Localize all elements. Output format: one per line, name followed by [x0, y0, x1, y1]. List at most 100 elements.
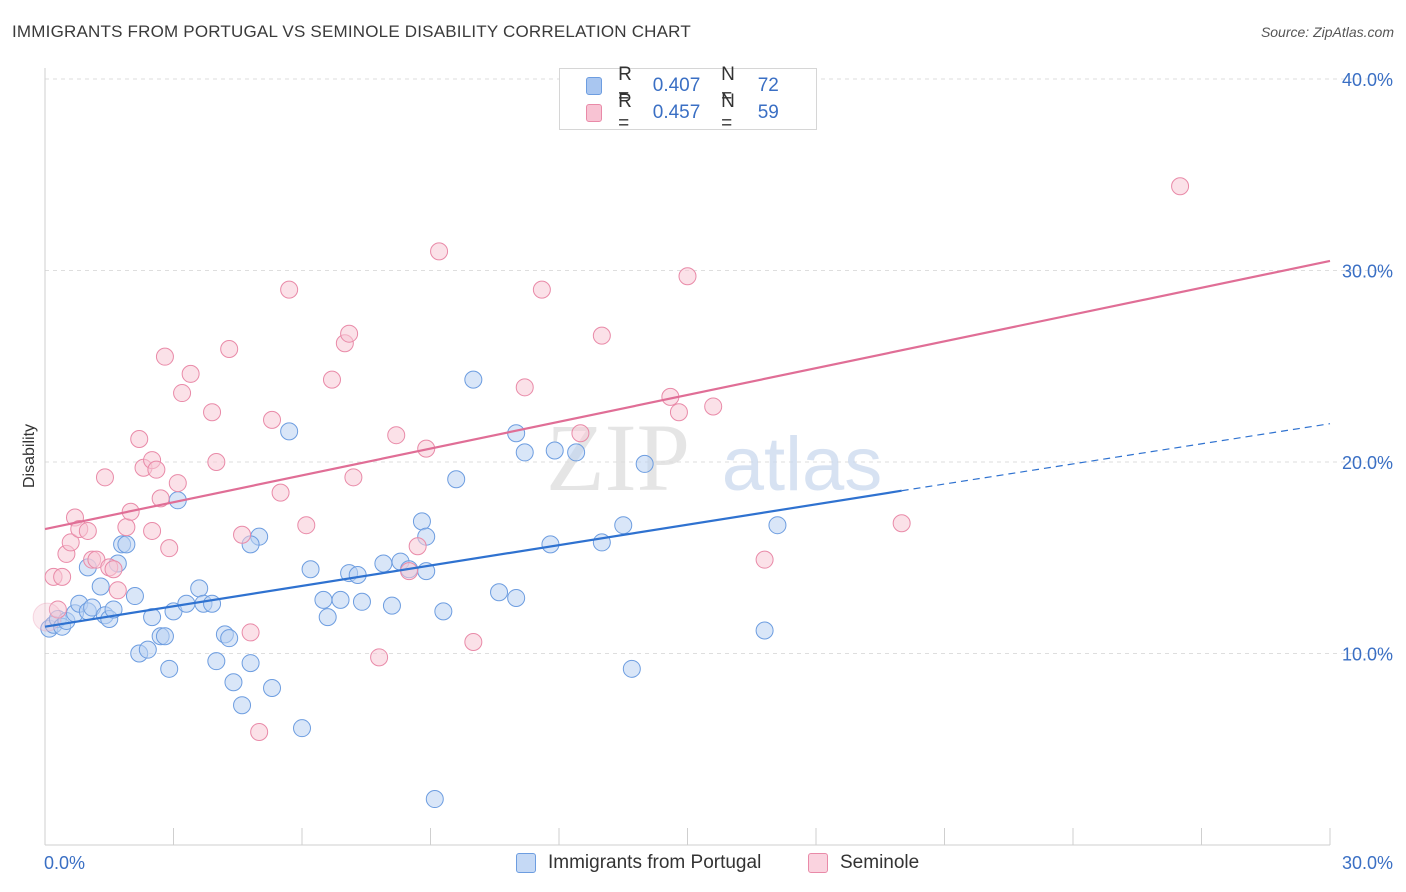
legend-n-value: 72: [757, 75, 779, 96]
point-seminole: [53, 567, 72, 586]
point-seminole: [515, 378, 534, 397]
point-portugal: [464, 370, 483, 389]
bottom-legend-portugal: Immigrants from Portugal: [516, 852, 761, 874]
point-seminole: [322, 370, 341, 389]
point-portugal: [755, 621, 774, 640]
point-seminole: [250, 723, 269, 742]
point-portugal: [447, 470, 466, 489]
point-portugal: [515, 443, 534, 462]
point-portugal: [138, 640, 157, 659]
point-portugal: [425, 790, 444, 809]
point-portugal: [434, 602, 453, 621]
point-seminole: [340, 324, 359, 343]
y-axis-label: Disability: [21, 424, 38, 488]
point-portugal: [233, 696, 252, 715]
point-seminole: [143, 521, 162, 540]
point-seminole: [78, 521, 97, 540]
trend-lines: [44, 259, 1331, 628]
point-portugal: [263, 678, 282, 697]
bottom-legend-swatch-seminole: [808, 853, 828, 873]
point-portugal: [567, 443, 586, 462]
point-portugal: [382, 596, 401, 615]
data-points: [32, 177, 1190, 809]
watermark-atlas: atlas: [722, 422, 883, 507]
point-seminole: [892, 514, 911, 533]
point-portugal: [160, 659, 179, 678]
axes: [44, 68, 1331, 846]
point-seminole: [400, 562, 419, 581]
y-tick-label: 20.0%: [1342, 453, 1393, 473]
point-seminole: [297, 516, 316, 535]
point-seminole: [61, 533, 80, 552]
point-seminole: [155, 347, 174, 366]
bottom-legend-swatch-portugal: [516, 853, 536, 873]
point-portugal: [541, 535, 560, 554]
trend-line-seminole: [44, 259, 1331, 531]
point-seminole: [104, 560, 123, 579]
tick-labels: 10.0% 20.0% 30.0% 40.0% 0.0% 30.0%: [44, 70, 1393, 873]
point-portugal: [91, 577, 110, 596]
point-portugal: [301, 560, 320, 579]
x-tick-label: 30.0%: [1342, 853, 1393, 873]
point-seminole: [532, 280, 551, 299]
point-seminole: [181, 364, 200, 383]
point-seminole: [280, 280, 299, 299]
point-portugal: [220, 629, 239, 648]
watermark: ZIP atlas: [546, 404, 882, 511]
legend-r-label: R =: [618, 64, 632, 107]
point-seminole: [592, 326, 611, 345]
legend-n-label: N =: [721, 91, 735, 134]
point-portugal: [331, 590, 350, 609]
point-seminole: [207, 453, 226, 471]
point-portugal: [241, 654, 260, 673]
point-seminole: [95, 468, 114, 487]
y-tick-label: 30.0%: [1342, 262, 1393, 282]
point-portugal: [117, 535, 136, 554]
point-portugal: [207, 652, 226, 671]
point-portugal: [352, 592, 371, 611]
legend-row-seminole: R = 0.457 N = 59: [586, 91, 816, 134]
point-portugal: [348, 565, 367, 584]
point-seminole: [108, 581, 127, 600]
point-seminole: [151, 489, 170, 508]
legend-swatch-seminole: [586, 104, 603, 122]
legend-row-portugal: R = 0.407 N = 72: [586, 64, 816, 107]
point-seminole: [233, 525, 252, 544]
point-seminole: [263, 410, 282, 429]
point-portugal: [224, 673, 243, 692]
point-seminole: [48, 600, 67, 619]
point-cluster: [32, 602, 62, 632]
point-portugal: [412, 512, 431, 531]
legend-r-value: 0.457: [652, 102, 701, 123]
point-portugal: [190, 579, 209, 598]
point-seminole: [160, 539, 179, 558]
point-portugal: [318, 608, 337, 627]
point-seminole: [117, 518, 136, 537]
point-seminole: [203, 403, 222, 422]
trend-line-portugal: [44, 489, 902, 628]
legend-swatch-portugal: [586, 77, 603, 95]
point-portugal: [768, 516, 787, 535]
point-portugal: [374, 554, 393, 573]
point-seminole: [271, 483, 290, 502]
trend-line-portugal-extension: [901, 423, 1331, 492]
point-seminole: [168, 474, 187, 493]
point-seminole: [678, 267, 697, 286]
x-tick-label: 0.0%: [44, 853, 85, 873]
bottom-legend-label-portugal: Immigrants from Portugal: [548, 852, 762, 873]
legend-n-value: 59: [757, 102, 779, 123]
legend-n-label: N =: [721, 64, 735, 107]
grid-lines: [45, 78, 1392, 654]
bottom-legend-label-seminole: Seminole: [840, 852, 920, 873]
point-seminole: [1171, 177, 1190, 196]
point-portugal: [293, 719, 311, 738]
point-seminole: [669, 403, 688, 422]
point-seminole: [755, 550, 774, 569]
bottom-legend-seminole: Seminole: [808, 852, 919, 874]
point-seminole: [344, 468, 363, 487]
point-portugal: [635, 454, 654, 473]
chart-title: IMMIGRANTS FROM PORTUGAL VS SEMINOLE DIS…: [12, 22, 691, 41]
point-portugal: [104, 600, 123, 619]
point-seminole: [408, 537, 427, 556]
